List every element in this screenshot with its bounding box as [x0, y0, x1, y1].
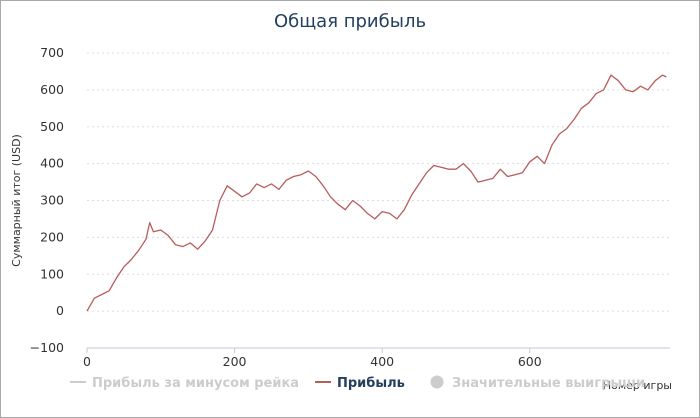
y-axis-ticks: −100 0 100 200 300 400 500 600 700 — [30, 45, 64, 355]
y-tick-label: 400 — [40, 156, 64, 171]
x-axis-ticks: 0 200 400 600 — [83, 348, 542, 369]
y-tick-label: −100 — [30, 340, 64, 355]
legend-label: Прибыль — [337, 376, 405, 391]
series-line-profit — [86, 74, 667, 312]
y-axis-label: Суммарный итог (USD) — [10, 134, 23, 267]
legend-item[interactable]: Прибыль за минусом рейка — [70, 376, 299, 391]
plot-area — [86, 74, 667, 312]
legend-label: Прибыль за минусом рейка — [92, 376, 299, 391]
legend-symbol — [430, 375, 444, 389]
legend-item[interactable]: Прибыль — [315, 376, 405, 391]
x-axis-label: Номер игры — [603, 379, 672, 392]
y-tick-label: 700 — [40, 45, 64, 60]
y-tick-label: 300 — [40, 193, 64, 208]
x-tick-label: 600 — [518, 354, 542, 369]
y-tick-label: 0 — [56, 303, 64, 318]
y-tick-label: 100 — [40, 266, 64, 281]
chart-title: Общая прибыль — [274, 11, 426, 32]
legend-item[interactable]: Значительные выигрыши — [430, 375, 646, 392]
legend: Прибыль за минусом рейка Прибыль Значитель… — [70, 375, 646, 392]
y-tick-label: 500 — [40, 119, 64, 134]
y-tick-label: 200 — [40, 229, 64, 244]
legend-label: Значительные выигрыши — [452, 376, 645, 391]
grid — [87, 52, 670, 312]
x-tick-label: 400 — [370, 354, 394, 369]
x-tick-label: 200 — [223, 354, 247, 369]
y-tick-label: 600 — [40, 82, 64, 97]
x-tick-label: 0 — [83, 354, 91, 369]
